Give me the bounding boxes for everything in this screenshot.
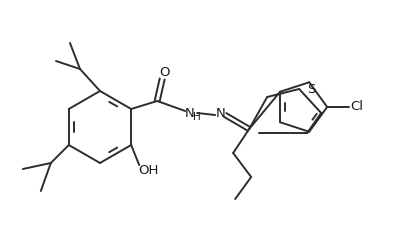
Text: H: H	[193, 112, 201, 122]
Text: S: S	[307, 83, 316, 96]
Text: N: N	[215, 107, 225, 120]
Text: O: O	[159, 65, 169, 78]
Text: Cl: Cl	[351, 101, 364, 114]
Text: OH: OH	[138, 163, 158, 176]
Text: N: N	[184, 107, 194, 120]
